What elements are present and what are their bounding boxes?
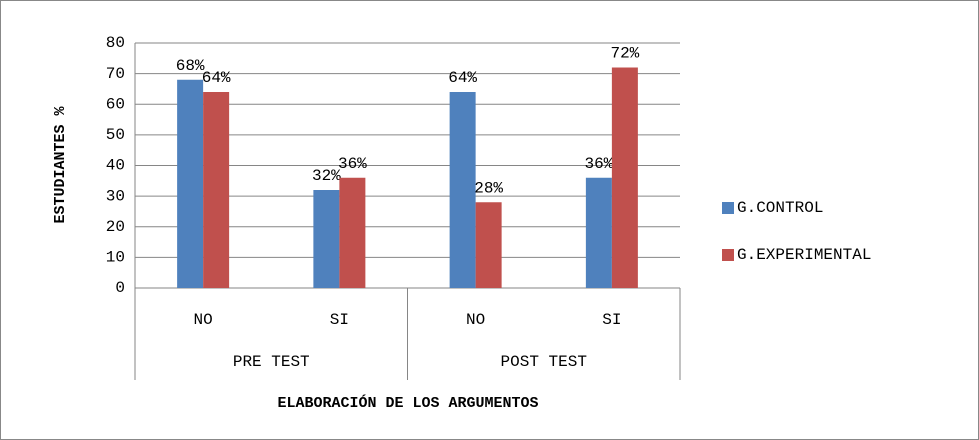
- data-label: 68%: [176, 57, 205, 75]
- data-label: 32%: [312, 167, 341, 185]
- group-label: POST TEST: [501, 353, 587, 371]
- y-tick-label: 20: [106, 218, 125, 236]
- legend-swatch: [722, 249, 734, 261]
- y-tick-label: 0: [115, 279, 125, 297]
- bar: [313, 190, 340, 288]
- legend-swatch: [722, 202, 734, 214]
- data-label: 64%: [202, 69, 231, 87]
- y-tick-label: 40: [106, 157, 125, 175]
- bar: [611, 67, 638, 288]
- y-tick-label: 80: [106, 34, 125, 52]
- data-label: 28%: [474, 179, 503, 197]
- y-tick-label: 70: [106, 65, 125, 83]
- data-label: 64%: [448, 69, 477, 87]
- x-tick-label: SI: [330, 311, 349, 329]
- y-tick-label: 10: [106, 249, 125, 267]
- data-label: 36%: [584, 155, 613, 173]
- x-tick-label: NO: [194, 311, 213, 329]
- x-tick-label: SI: [602, 311, 621, 329]
- y-axis-title: ESTUDIANTES %: [52, 105, 69, 223]
- bar: [449, 92, 476, 288]
- y-tick-label: 60: [106, 95, 125, 113]
- x-tick-label: NO: [466, 311, 485, 329]
- legend-label: G.EXPERIMENTAL: [737, 246, 871, 264]
- bar: [177, 79, 204, 288]
- bar: [339, 177, 366, 288]
- legend-label: G.CONTROL: [737, 199, 823, 217]
- data-label: 36%: [338, 155, 367, 173]
- data-label: 72%: [610, 45, 639, 63]
- bar: [475, 202, 502, 288]
- y-tick-label: 30: [106, 187, 125, 205]
- bar: [203, 92, 230, 288]
- bar: [585, 177, 612, 288]
- x-axis-title: ELABORACIÓN DE LOS ARGUMENTOS: [277, 394, 538, 412]
- group-label: PRE TEST: [233, 353, 310, 371]
- y-tick-label: 50: [106, 126, 125, 144]
